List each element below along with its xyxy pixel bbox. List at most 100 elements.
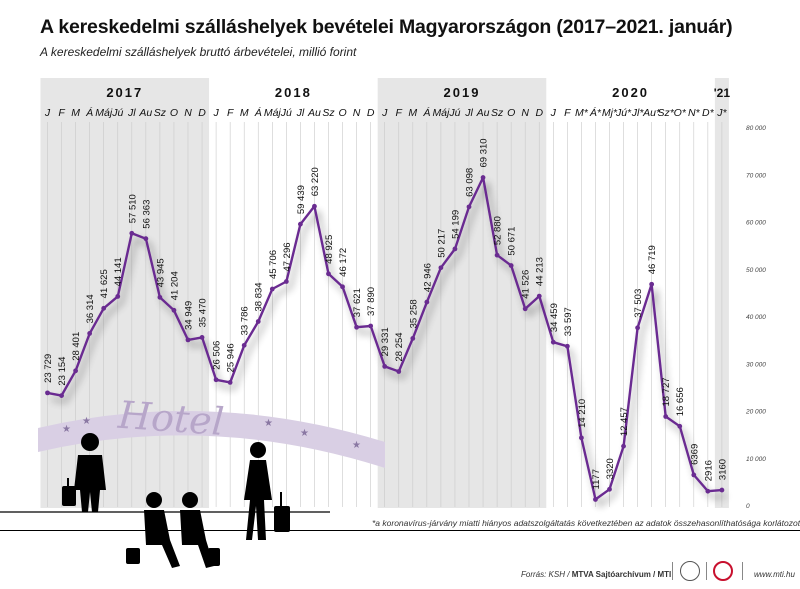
source-archive: MTVA Sajtóarchívum / MTI [571,570,672,579]
data-point [59,393,64,398]
value-label: 63 220 [310,167,321,196]
value-label: 36 314 [85,294,96,323]
data-point [691,472,697,478]
data-point [101,305,107,311]
month-label: J* [716,107,727,119]
month-label: Sz [491,107,504,119]
y-tick-label: 60 000 [746,220,766,227]
value-label: 69 310 [479,138,490,167]
value-label: 1177 [591,469,602,489]
month-label: Jl [464,107,473,119]
value-label: 34 459 [549,303,560,332]
month-label: Á [422,106,430,119]
month-label: Jl [127,107,136,119]
month-label: Mj* [602,107,618,119]
data-point [199,335,205,340]
data-point [368,323,374,329]
month-label: Au [476,107,490,119]
month-label: M [408,107,417,119]
hotel-sign-text: Hotel [116,393,226,444]
mti-logo-icon [680,561,700,581]
hotel-sign-icon: Hotel ★ ★ ★ ★ ★ [38,393,385,468]
month-label: D* [702,107,715,119]
value-label: 57 510 [127,194,138,223]
data-point [635,325,640,331]
value-label: 28 401 [71,332,82,361]
traveler-silhouettes-icon [0,433,330,568]
value-label: 2916 [703,460,714,481]
data-point [143,236,149,242]
svg-text:★: ★ [264,418,273,429]
data-point [382,364,388,369]
value-label: 12 457 [619,407,630,436]
site-link[interactable]: www.mti.hu [754,570,795,579]
month-label: Au [307,107,321,119]
data-point [522,306,528,312]
y-tick-label: 80 000 [746,125,766,132]
data-point [438,265,444,271]
data-point [73,368,78,374]
month-label: N [184,107,192,119]
y-tick-label: 0 [746,503,750,510]
month-label: O [507,107,515,119]
value-label: 3160 [717,459,728,480]
data-point [480,175,486,180]
data-point [621,443,626,449]
value-label: 63 098 [465,168,476,197]
month-label: M [71,107,80,119]
y-tick-label: 30 000 [746,361,766,368]
data-point [705,488,711,494]
value-label: 37 503 [633,289,644,318]
month-label: D [535,107,543,119]
year-label: 2019 [444,85,481,100]
month-label: Jl [296,107,305,119]
mtva-logo-icon [713,561,733,581]
value-label: 37 890 [366,287,377,316]
data-point [213,377,219,383]
footer-separator [706,562,707,580]
data-point [593,497,598,502]
value-label: 41 204 [169,271,180,300]
value-label: 52 880 [493,216,504,245]
month-label: J [381,107,388,119]
month-label: D [198,107,206,119]
data-point [536,293,542,299]
month-label: Jú [448,107,460,119]
data-point [579,435,584,441]
value-label: 33 786 [240,306,251,335]
value-label: 59 439 [296,185,307,214]
data-point [157,294,163,300]
month-label: Sz [154,107,167,119]
value-label: 44 213 [535,257,546,286]
data-point [719,487,725,493]
value-label: 28 254 [394,332,405,361]
data-point [129,230,135,236]
data-point [87,331,93,336]
month-labels: J F M Á Máj Jú Jl Au Sz O N D J F M Á Máj Jú Jl Au Sz O N D J F M Á… [44,106,728,119]
svg-text:★: ★ [352,440,361,451]
month-label: F [227,107,234,119]
data-point [326,271,331,277]
chart-title: A kereskedelmi szálláshelyek bevételei M… [40,16,733,38]
data-point [508,263,514,268]
value-label: 16 656 [675,387,686,416]
value-label: 50 671 [507,227,518,256]
month-label: Jl* [631,107,645,119]
value-label: 3320 [605,458,616,479]
month-label: O [338,107,346,119]
month-label: Sz [322,107,335,119]
month-label: O [170,107,178,119]
data-points [45,175,725,502]
value-label: 37 621 [352,288,363,317]
month-label: F [564,107,571,119]
value-label: 6369 [689,444,700,465]
value-label: 25 946 [226,343,237,372]
value-label: 41 526 [521,270,532,299]
y-tick-label: 70 000 [746,172,766,179]
data-point [45,390,50,396]
month-label: J [44,107,51,119]
year-label: '21 [714,86,731,100]
month-label: Jú [280,107,292,119]
data-point [466,204,472,210]
year-labels: 2017 2018 2019 2020 '21 [106,85,730,100]
